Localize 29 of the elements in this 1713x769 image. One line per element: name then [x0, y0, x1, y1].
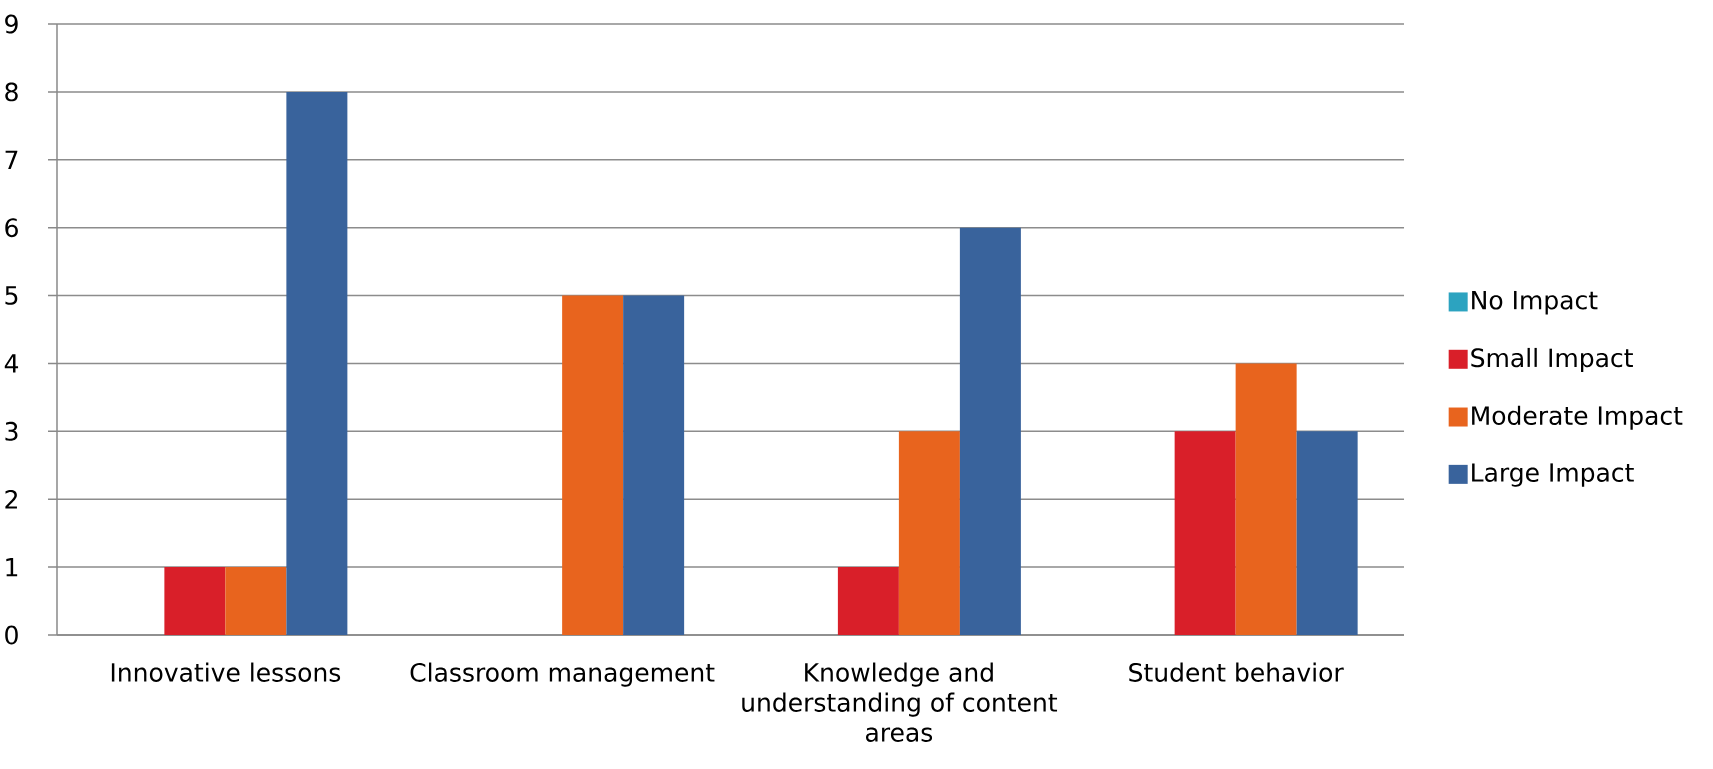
bar	[898, 431, 960, 635]
legend-label: Moderate Impact	[1472, 405, 1683, 430]
y-tick-label: 5	[5, 286, 18, 305]
bar	[164, 567, 226, 635]
x-tick-label: Classroom management	[410, 662, 715, 687]
y-tick-label: 9	[5, 14, 18, 34]
bar	[562, 295, 624, 635]
bar	[1174, 431, 1236, 635]
legend-label: Small Impact	[1471, 347, 1633, 373]
legend-label: Large Impact	[1472, 463, 1634, 487]
y-tick-label: 3	[5, 421, 18, 441]
bar	[959, 227, 1021, 635]
bar	[225, 567, 287, 635]
legend-label: No Impact	[1472, 290, 1598, 315]
y-tick-label: 2	[5, 489, 17, 509]
bar	[1235, 363, 1297, 635]
y-tick-label: 4	[4, 354, 19, 373]
bar	[837, 567, 899, 635]
y-tick-label: 0	[5, 625, 18, 645]
y-tick-label: 1	[6, 558, 18, 577]
x-tick-label: Knowledge and understanding of content areas	[742, 662, 1058, 742]
bar	[286, 91, 348, 635]
y-tick-label: 7	[5, 150, 18, 169]
x-tick-label: Student behavior	[1129, 662, 1344, 682]
y-tick-label: 8	[5, 82, 18, 102]
bar	[1296, 431, 1358, 635]
bar	[623, 295, 685, 635]
y-tick-label: 6	[5, 218, 18, 238]
x-tick-label: Innovative lessons	[111, 662, 341, 682]
